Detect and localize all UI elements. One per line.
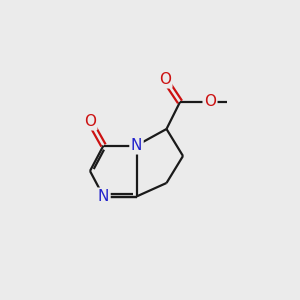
Text: N: N — [131, 138, 142, 153]
Text: N: N — [98, 189, 109, 204]
Text: O: O — [204, 94, 216, 110]
Text: O: O — [84, 114, 96, 129]
Text: O: O — [159, 72, 171, 87]
